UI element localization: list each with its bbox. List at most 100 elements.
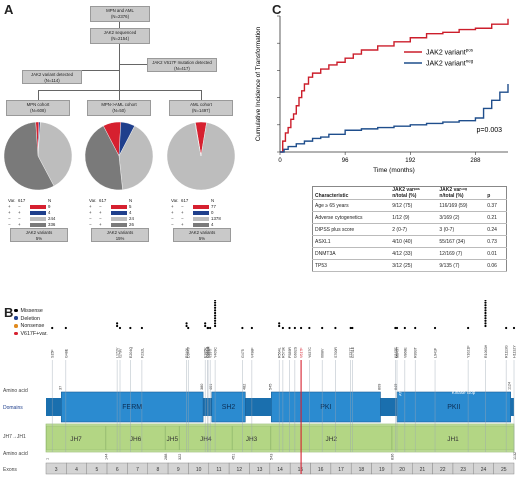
- cohort-table-header: Var. 617 N: [89, 198, 133, 203]
- mutation-label: F232L: [140, 348, 144, 358]
- mutation-label: S700R: [334, 347, 338, 358]
- pie-slice: [118, 125, 154, 191]
- mutation-label: G602S: [293, 346, 297, 358]
- legend-item: Missense: [14, 308, 48, 316]
- mutation-label: P589R: [288, 347, 292, 358]
- cohort-table-mpn: Var. 617 N + −9 + +4− −244− +336: [8, 198, 62, 228]
- domain-bound-label: 849: [394, 384, 398, 390]
- mutation-label: V868E: [403, 347, 407, 358]
- mutation-dot: [278, 324, 281, 328]
- mutation-dot: [293, 326, 296, 330]
- mutation-dot: [484, 319, 487, 322]
- pie-slice: [3, 121, 55, 191]
- mutation-dot: [209, 326, 212, 330]
- domain-bound-label: 1124: [508, 382, 512, 390]
- table-cell: DIPSS plus score: [312, 223, 391, 236]
- mutation-dot: [64, 326, 67, 330]
- cohort-table-row: − +336: [8, 222, 56, 227]
- domain-bound-label: 380: [200, 384, 204, 390]
- domain-label: FERM: [122, 404, 142, 411]
- mutation-dot: [204, 324, 207, 328]
- mutation-label: R564L: [278, 347, 282, 358]
- mutation-dot: [213, 322, 217, 325]
- jh-bound-label: 1: [45, 458, 49, 460]
- mutation-dot: [213, 319, 217, 322]
- cohort-table-row: − −1378: [171, 216, 221, 221]
- exon-label: 7: [136, 467, 139, 473]
- x-axis-label: Time (months): [373, 167, 415, 174]
- exon-label: 22: [440, 467, 446, 473]
- flow-top-box: MPN and AML (N=2376): [90, 6, 150, 22]
- row-label-amino-acid-2: Amino acid: [3, 451, 28, 457]
- table-cell: 3/12 (25): [390, 259, 438, 272]
- exon-label: 15: [298, 467, 304, 473]
- mutation-dot: [484, 309, 487, 312]
- domain-bound-label: 482: [242, 384, 246, 390]
- legend-item: V617F+var.: [14, 331, 48, 339]
- x-tick-label: 192: [405, 158, 416, 164]
- cohort-table-row: + +4: [89, 210, 132, 215]
- cohort-table-row: − +4: [171, 222, 214, 227]
- domain-bound-label: 545: [268, 384, 272, 390]
- mutation-dot: [484, 300, 487, 302]
- table-cell: 0.06: [485, 259, 507, 272]
- cohort-footer-aml: JAK2 variants 5%: [173, 228, 231, 242]
- table-cell: 4/10 (40): [390, 235, 438, 248]
- exon-label: 12: [237, 467, 243, 473]
- exon-label: 19: [379, 467, 385, 473]
- domain-label: PKI: [320, 404, 331, 411]
- mutation-dot: [281, 326, 284, 330]
- table-cell: 0.24: [485, 223, 507, 236]
- legend-item: Nonsense: [14, 323, 48, 331]
- mutation-dot: [349, 326, 352, 330]
- table-cell: 3/169 (2): [437, 211, 486, 224]
- table-cell: 3 (0-7): [437, 223, 486, 236]
- legend-dot-icon: [14, 316, 18, 320]
- jh-label: JH6: [130, 436, 142, 443]
- mutation-label: M849T: [396, 346, 400, 358]
- cohort-table-header: Var. 617 N: [8, 198, 52, 203]
- jh-label: JH1: [447, 436, 459, 443]
- cohort-footer-mpn: JAK2 variants 5%: [10, 228, 68, 242]
- exon-box: [493, 462, 515, 475]
- cohort-table-row: + +4: [8, 210, 51, 215]
- mutation-dot: [308, 326, 311, 330]
- atp-binding-label: ATP bind.: [399, 380, 403, 396]
- flow-aml-box: AML cohort (N=1497): [169, 100, 233, 116]
- mutation-label: R893T: [414, 346, 418, 358]
- legend-item: Deletion: [14, 316, 48, 324]
- table-header-cell: p: [485, 186, 507, 200]
- cohort-pies: [3, 121, 236, 191]
- panel-a-label: A: [4, 2, 14, 17]
- exon-label: 3: [55, 467, 58, 473]
- table-header-row: Characteristic JAK2 varᵖᵒˢ n/total (%) JAK…: [312, 186, 507, 200]
- flow-sequenced-box: JAK2 sequenced (N=2154): [90, 28, 150, 44]
- flow-v617f-box: JAK2 V617F mutation detected (N=417): [147, 58, 217, 72]
- cohort-table-header: Var. 617 N: [171, 198, 215, 203]
- mutation-dot: [484, 324, 487, 328]
- mutation-dot: [414, 326, 417, 330]
- exon-label: 5: [95, 467, 98, 473]
- table-cell: 55/167 (34): [437, 235, 486, 248]
- jh-block: [105, 425, 166, 451]
- legend-label: JAK2 variantneg: [426, 59, 474, 68]
- incidence-chart: 0 96 192 288 Time (months) Cumulative Inciden…: [255, 15, 509, 174]
- mutation-label: L172V: [116, 347, 120, 358]
- exon-label: 21: [420, 467, 426, 473]
- jh-bound-label: 322: [178, 454, 182, 460]
- mutation-dot: [213, 317, 217, 320]
- mutation-label: G741E: [351, 346, 355, 358]
- cohort-table-mpnaml: Var. 617 N + −5 + +4− −24− +26: [89, 198, 143, 228]
- mutation-dot: [213, 324, 217, 328]
- mutation-dot: [321, 326, 324, 330]
- mutation-label: V617F: [300, 347, 304, 358]
- cohort-table-row: + −9: [8, 204, 51, 209]
- x-tick-label: 0: [278, 158, 282, 164]
- table-cell: ASXL1: [312, 235, 391, 248]
- mutation-dot: [206, 326, 210, 330]
- cohort-table-row: − −24: [89, 216, 134, 221]
- x-tick-label: 96: [342, 158, 349, 164]
- table-header-cell: Characteristic: [312, 186, 391, 200]
- mutation-label: V397I: [209, 349, 213, 358]
- mutation-label: Y637C: [308, 347, 312, 358]
